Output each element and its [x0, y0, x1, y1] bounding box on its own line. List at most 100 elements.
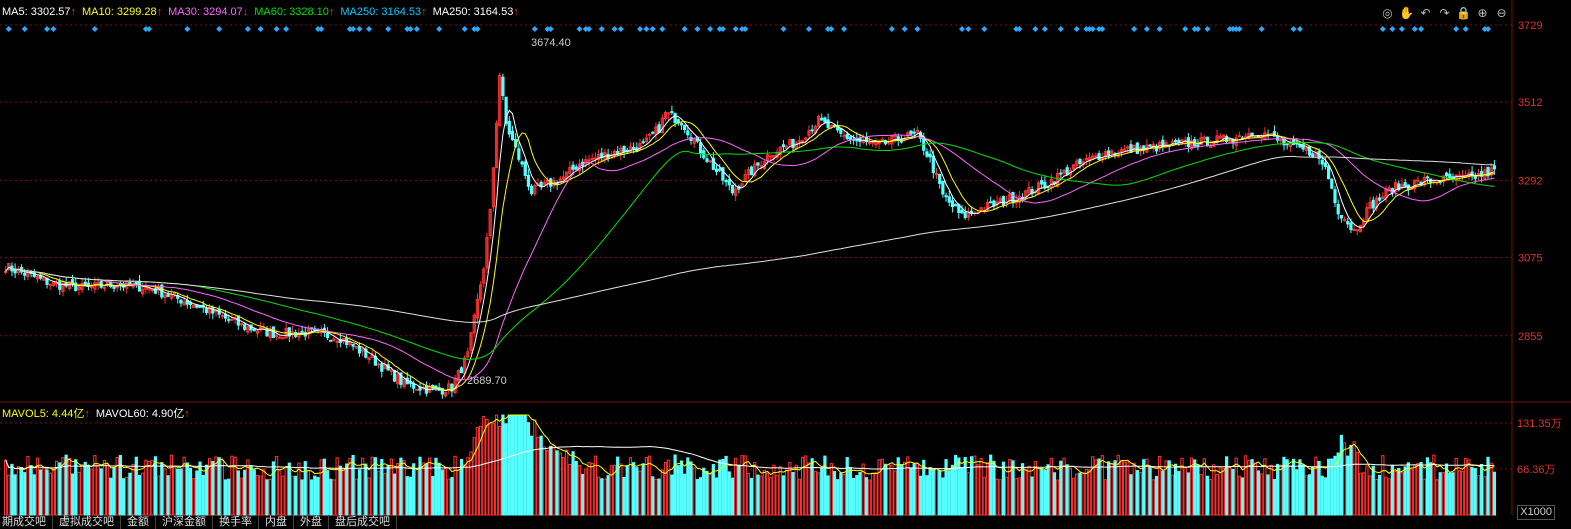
zoom-in-icon[interactable]: ⊕ [1477, 6, 1488, 20]
volume-bar [1320, 475, 1324, 516]
volume-bar [1027, 465, 1031, 516]
legend-item-5: MA250: 3164.53↑ [432, 6, 519, 18]
lock-icon[interactable]: 🔒 [1456, 6, 1471, 20]
signal-marker [1156, 26, 1163, 32]
volume-bar [77, 471, 81, 516]
candle [743, 173, 747, 182]
volume-bar [561, 456, 566, 516]
eye-icon[interactable]: ◎ [1382, 6, 1393, 20]
volume-bar [721, 458, 725, 516]
zoom-out-icon[interactable]: ⊖ [1496, 6, 1507, 20]
candle [1148, 144, 1152, 147]
candle [498, 74, 502, 127]
volume-bar [577, 465, 582, 516]
volume-bar [820, 467, 824, 516]
volume-bar [335, 457, 339, 516]
signal-marker [21, 26, 28, 32]
tab-7[interactable]: 盘后成交吧 [329, 515, 397, 529]
tab-0[interactable]: 期成交吧 [0, 515, 53, 529]
volume-bar [1103, 479, 1108, 516]
volume-bar [622, 476, 626, 516]
candle [42, 277, 46, 281]
redo-icon[interactable]: ↷ [1439, 6, 1450, 20]
candle [753, 163, 757, 176]
signal-marker [474, 26, 481, 32]
volume-bar [1413, 465, 1417, 516]
candle [35, 275, 40, 280]
tab-2[interactable]: 金额 [121, 515, 156, 529]
volume-bar [568, 463, 572, 516]
volume-bar [969, 456, 974, 516]
signal-marker [1233, 26, 1240, 32]
volume-bar [944, 459, 948, 516]
volume-bar [836, 479, 840, 516]
tab-3[interactable]: 沪深金额 [156, 515, 213, 529]
signal-marker [273, 26, 280, 32]
signal-marker [283, 26, 290, 32]
volume-bar [1122, 461, 1127, 516]
signal-marker [404, 26, 411, 32]
volume-bar [1116, 454, 1120, 516]
volume-bar [772, 464, 776, 516]
candle [593, 157, 597, 160]
volume-bar [412, 463, 416, 516]
candle [475, 298, 480, 319]
tab-4[interactable]: 换手率 [213, 515, 259, 529]
volume-bar [42, 467, 46, 516]
candle [1355, 229, 1359, 232]
tab-1[interactable]: 虚拟成交吧 [53, 515, 121, 529]
candle [683, 124, 687, 131]
volume-bar [243, 469, 247, 516]
volume-bar [954, 455, 958, 516]
signal-marker [1296, 26, 1303, 32]
signal-marker [315, 26, 322, 32]
signal-marker [244, 26, 251, 32]
volume-bar [284, 466, 288, 516]
volume-bar [1387, 478, 1391, 516]
volume-bar [1068, 467, 1073, 516]
volume-bar [1234, 457, 1238, 516]
volume-bar [172, 466, 177, 516]
signal-marker [385, 26, 392, 32]
volume-bar [1276, 463, 1280, 516]
volume-bar [195, 470, 199, 516]
candle [300, 330, 304, 333]
tab-5[interactable]: 内盘 [259, 515, 294, 529]
volume-bar [810, 458, 814, 516]
volume-bar [364, 463, 368, 516]
volume-bar [246, 459, 250, 516]
signal-marker [659, 26, 666, 32]
volume-bar [1454, 457, 1458, 516]
volume-bar [1342, 442, 1347, 516]
volume-bar [746, 472, 751, 516]
volume-bar [478, 425, 483, 516]
volume-bar [345, 463, 349, 516]
volume-bar [775, 474, 779, 516]
volume-bar [609, 465, 613, 516]
signal-marker [1032, 26, 1039, 32]
signal-marker [914, 26, 921, 32]
volume-bar [1483, 476, 1487, 516]
volume-bar [61, 457, 65, 516]
candle [220, 315, 224, 318]
price-axis: 3729 3512 3292 3075 2855 131.35万 66.36万 [1517, 20, 1562, 476]
volume-bar [925, 475, 929, 516]
volume-bar [523, 414, 527, 516]
candle [1311, 153, 1315, 158]
tab-6[interactable]: 外盘 [294, 515, 329, 529]
candle [928, 153, 932, 158]
signal-marker [1194, 26, 1201, 32]
volume-bar [1352, 441, 1356, 516]
undo-icon[interactable]: ↶ [1420, 6, 1431, 20]
candle [622, 145, 626, 153]
volume-bar [1250, 459, 1254, 516]
hand-icon[interactable]: ✋ [1399, 6, 1414, 20]
volume-bar [316, 476, 320, 516]
candle [227, 318, 231, 321]
volume-bar [51, 468, 56, 516]
volume-bar [236, 470, 240, 516]
candle [778, 146, 782, 155]
volume-bar [491, 423, 495, 516]
candle [973, 211, 977, 214]
